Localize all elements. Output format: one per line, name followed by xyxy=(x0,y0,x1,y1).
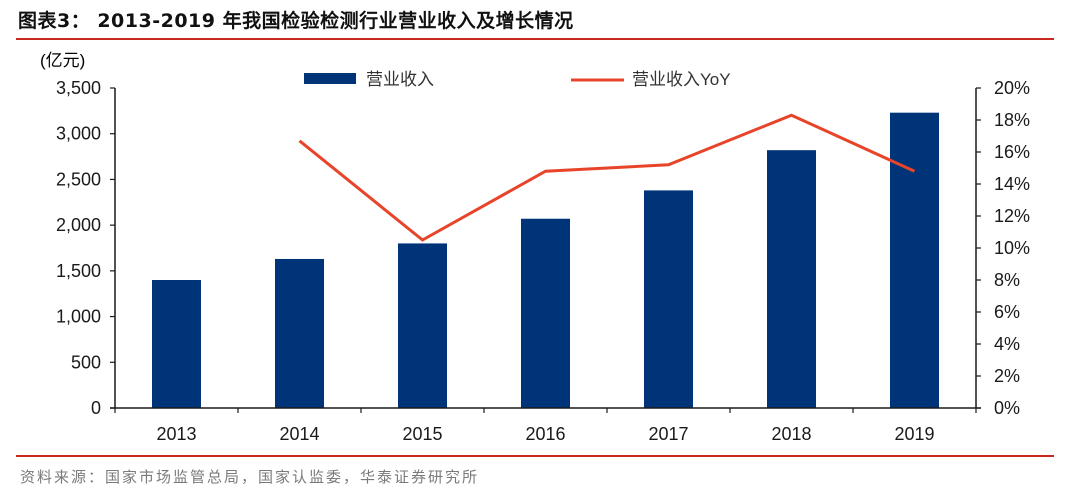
chart-area: (亿元) 05001,0001,5002,0002,5003,0003,500 … xyxy=(40,51,1030,444)
left-tick-label: 3,500 xyxy=(56,78,101,98)
right-tick-label: 6% xyxy=(994,302,1020,322)
legend: 营业收入 营业收入YoY xyxy=(304,70,731,89)
left-tick-label: 1,500 xyxy=(56,261,101,281)
right-tick-label: 12% xyxy=(994,206,1030,226)
legend-line-label: 营业收入YoY xyxy=(632,70,731,89)
axes xyxy=(110,88,981,413)
left-tick-label: 3,000 xyxy=(56,124,101,144)
x-tick-label: 2014 xyxy=(279,424,319,444)
left-tick-label: 500 xyxy=(71,352,101,372)
revenue-bar xyxy=(398,243,447,408)
left-axis-unit-label: (亿元) xyxy=(40,51,85,70)
left-tick-label: 0 xyxy=(91,398,101,418)
revenue-bar xyxy=(890,112,939,408)
chart-title: 图表3： 2013-2019 年我国检验检测行业营业收入及增长情况 xyxy=(18,10,574,32)
x-tick-label: 2019 xyxy=(894,424,934,444)
revenue-bar xyxy=(767,150,816,408)
left-axis: 0 500 1,000 1,500 2,000 2,500 3,000 3,500 xyxy=(56,78,115,418)
left-tick-label: 1,000 xyxy=(56,307,101,327)
yoy-line xyxy=(298,113,916,242)
revenue-bar xyxy=(521,218,570,408)
right-tick-label: 20% xyxy=(994,78,1030,98)
right-tick-label: 0% xyxy=(994,398,1020,418)
revenue-bars xyxy=(152,112,939,408)
legend-bar-label: 营业收入 xyxy=(366,70,434,89)
left-tick-label: 2,500 xyxy=(56,169,101,189)
right-tick-label: 2% xyxy=(994,366,1020,386)
x-axis-labels: 2013 2014 2015 2016 2017 2018 2019 xyxy=(156,424,934,444)
right-axis: 0% 2% 4% 6% 8% 10% 12% 14% 16% 18% 20% xyxy=(976,78,1030,418)
top-divider xyxy=(16,38,1054,40)
left-tick-label: 2,000 xyxy=(56,215,101,235)
x-tick-label: 2018 xyxy=(771,424,811,444)
x-tick-label: 2016 xyxy=(525,424,565,444)
legend-bar-swatch xyxy=(304,73,356,84)
right-tick-label: 4% xyxy=(994,334,1020,354)
revenue-bar xyxy=(152,280,201,408)
right-tick-label: 16% xyxy=(994,142,1030,162)
x-tick-label: 2013 xyxy=(156,424,196,444)
revenue-bar xyxy=(275,258,324,408)
right-tick-label: 18% xyxy=(994,110,1030,130)
right-tick-label: 8% xyxy=(994,270,1020,290)
bottom-divider xyxy=(16,455,1054,457)
right-tick-label: 14% xyxy=(994,174,1030,194)
source-note: 资料来源：国家市场监管总局，国家认监委，华泰证券研究所 xyxy=(20,468,480,486)
revenue-bar xyxy=(644,190,693,408)
x-tick-label: 2015 xyxy=(402,424,442,444)
x-tick-label: 2017 xyxy=(648,424,688,444)
right-tick-label: 10% xyxy=(994,238,1030,258)
